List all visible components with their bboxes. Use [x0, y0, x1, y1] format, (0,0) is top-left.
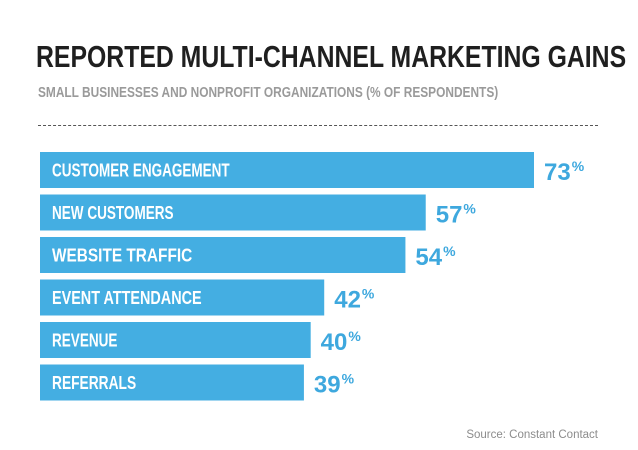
bar [40, 279, 325, 316]
value-label: 39% [314, 371, 355, 399]
bar [40, 237, 406, 273]
value-label: 73% [544, 158, 585, 186]
category-label: WEBSITE TRAFFIC [52, 246, 192, 266]
dashed-divider [38, 125, 598, 126]
category-label: REVENUE [52, 331, 117, 351]
category-label: REFERRALS [52, 373, 136, 393]
source-note: Source: Constant Contact [466, 429, 598, 441]
bar [40, 322, 311, 358]
value-label: 42% [334, 286, 375, 314]
chart-title: REPORTED MULTI-CHANNEL MARKETING GAINS [36, 39, 627, 74]
bar [40, 364, 304, 401]
value-label: 54% [415, 243, 456, 271]
category-label: EVENT ATTENDANCE [52, 288, 202, 308]
category-label: NEW CUSTOMERS [52, 203, 174, 223]
category-label: CUSTOMER ENGAGEMENT [52, 161, 230, 181]
value-label: 57% [436, 201, 477, 229]
bar [40, 194, 426, 231]
chart-subtitle: SMALL BUSINESSES AND NONPROFIT ORGANIZAT… [38, 85, 499, 101]
value-label: 40% [321, 328, 362, 356]
bar [40, 152, 534, 188]
